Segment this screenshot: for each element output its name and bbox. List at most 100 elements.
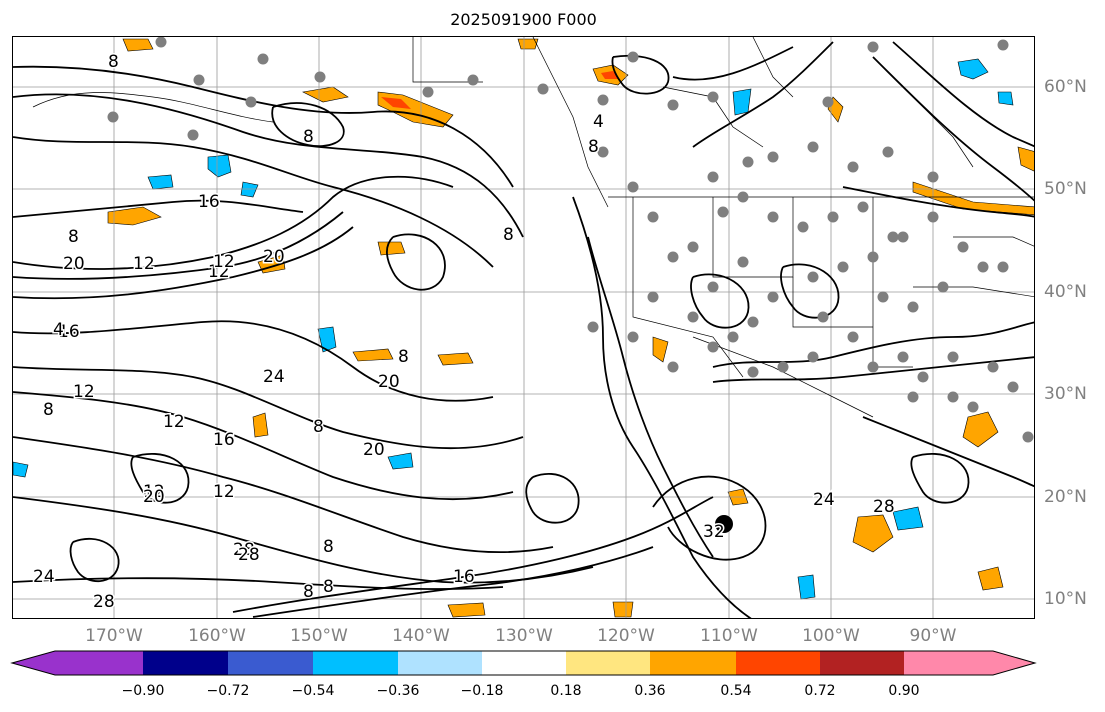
lon-label-90w: 90°W	[909, 626, 957, 646]
station-dot	[747, 316, 759, 328]
lat-label-10n: 10°N	[1044, 589, 1087, 609]
colorbar-segment	[650, 651, 737, 675]
contour-label: 8	[323, 577, 334, 597]
station-dot	[707, 341, 719, 353]
station-dot	[967, 401, 979, 413]
station-dot	[767, 151, 779, 163]
station-dot	[717, 206, 729, 218]
contour-label: 8	[303, 582, 314, 602]
colorbar-tick: −0.90	[121, 683, 165, 699]
storm-center-marker[interactable]	[715, 515, 733, 533]
station-dot	[467, 74, 479, 86]
station-dot	[257, 53, 269, 65]
colorbar-tick: 0.18	[550, 683, 582, 699]
contour-label: 12	[213, 252, 235, 272]
station-dot	[597, 146, 609, 158]
station-dot	[907, 391, 919, 403]
station-dot	[807, 271, 819, 283]
station-dot	[747, 366, 759, 378]
lat-label-20n: 20°N	[1044, 487, 1087, 507]
contour-label: 4	[53, 320, 64, 340]
lon-label-140w: 140°W	[392, 626, 450, 646]
station-dot	[707, 171, 719, 183]
station-dot	[917, 371, 929, 383]
contour-label: 24	[263, 367, 285, 387]
map-panel[interactable]: 8 8 8 12 16 20 12 16 20 24 8 8 20 16 12 8 12 20 12 8 28 24 28 8…	[12, 36, 1035, 619]
station-dot	[882, 146, 894, 158]
contour-label: 12	[73, 382, 95, 402]
contour-label: 20	[143, 487, 165, 507]
station-dot	[1007, 381, 1019, 393]
station-dot	[687, 311, 699, 323]
station-dot	[947, 351, 959, 363]
contour-label: 20	[378, 372, 400, 392]
station-dot	[245, 96, 257, 108]
contour-label: 16	[453, 567, 475, 587]
contour-label: 8	[43, 400, 54, 420]
map-title: 2025091900 F000	[450, 10, 597, 29]
station-dot	[897, 351, 909, 363]
lon-label-160w: 160°W	[188, 626, 246, 646]
station-dot	[647, 211, 659, 223]
colorbar-segment	[482, 651, 567, 675]
contour-label: 16	[58, 322, 80, 342]
station-dot	[627, 51, 639, 63]
contour-label: 12	[213, 482, 235, 502]
contour-label: 28	[873, 497, 895, 517]
contour-label: 24	[33, 567, 55, 587]
station-dot	[807, 141, 819, 153]
lon-label-120w: 120°W	[597, 626, 655, 646]
station-dot	[797, 221, 809, 233]
contour-label: 8	[323, 537, 334, 557]
station-dot	[947, 391, 959, 403]
contour-label: 4	[593, 112, 604, 132]
station-dot	[927, 211, 939, 223]
station-dot	[587, 321, 599, 333]
station-dot	[977, 261, 989, 273]
contour-label: 28	[93, 592, 115, 612]
contour-label: 12	[143, 482, 165, 502]
station-dot	[1022, 431, 1034, 443]
station-dot	[707, 281, 719, 293]
station-dot	[742, 156, 754, 168]
station-dot	[667, 361, 679, 373]
contour-label: 16	[213, 430, 235, 450]
station-dot	[187, 129, 199, 141]
colorbar-extend-high	[904, 651, 1035, 675]
colorbar-segment	[313, 651, 399, 675]
station-dot	[937, 281, 949, 293]
colorbar-tick: 0.72	[804, 683, 836, 699]
station-dot	[422, 86, 434, 98]
contour-label: 8	[588, 137, 599, 157]
colorbar-tick: 0.54	[720, 683, 752, 699]
station-dot	[857, 201, 869, 213]
colorbar-segment	[398, 651, 483, 675]
contour-label: 20	[363, 440, 385, 460]
colorbar-segment	[736, 651, 821, 675]
contour-label: 8	[313, 417, 324, 437]
station-dot	[707, 91, 719, 103]
contour-label: 32	[703, 522, 725, 542]
station-dot	[627, 331, 639, 343]
station-dot	[987, 361, 999, 373]
lat-label-30n: 30°N	[1044, 384, 1087, 404]
station-dot	[807, 351, 819, 363]
lon-label-130w: 130°W	[495, 626, 553, 646]
station-dot	[827, 211, 839, 223]
contour-label: 8	[503, 225, 514, 245]
colorbar-segment	[820, 651, 905, 675]
contour-label: 20	[263, 247, 285, 267]
contour-label: 8	[303, 127, 314, 147]
station-dot	[687, 241, 699, 253]
station-dot	[927, 171, 939, 183]
station-dot	[887, 231, 899, 243]
station-dot	[107, 111, 119, 123]
contour-label: 12	[208, 262, 230, 282]
station-dot	[647, 291, 659, 303]
station-dot	[822, 96, 834, 108]
contour-label: 28	[233, 540, 255, 560]
station-dot	[155, 37, 167, 48]
colorbar	[10, 650, 1037, 676]
